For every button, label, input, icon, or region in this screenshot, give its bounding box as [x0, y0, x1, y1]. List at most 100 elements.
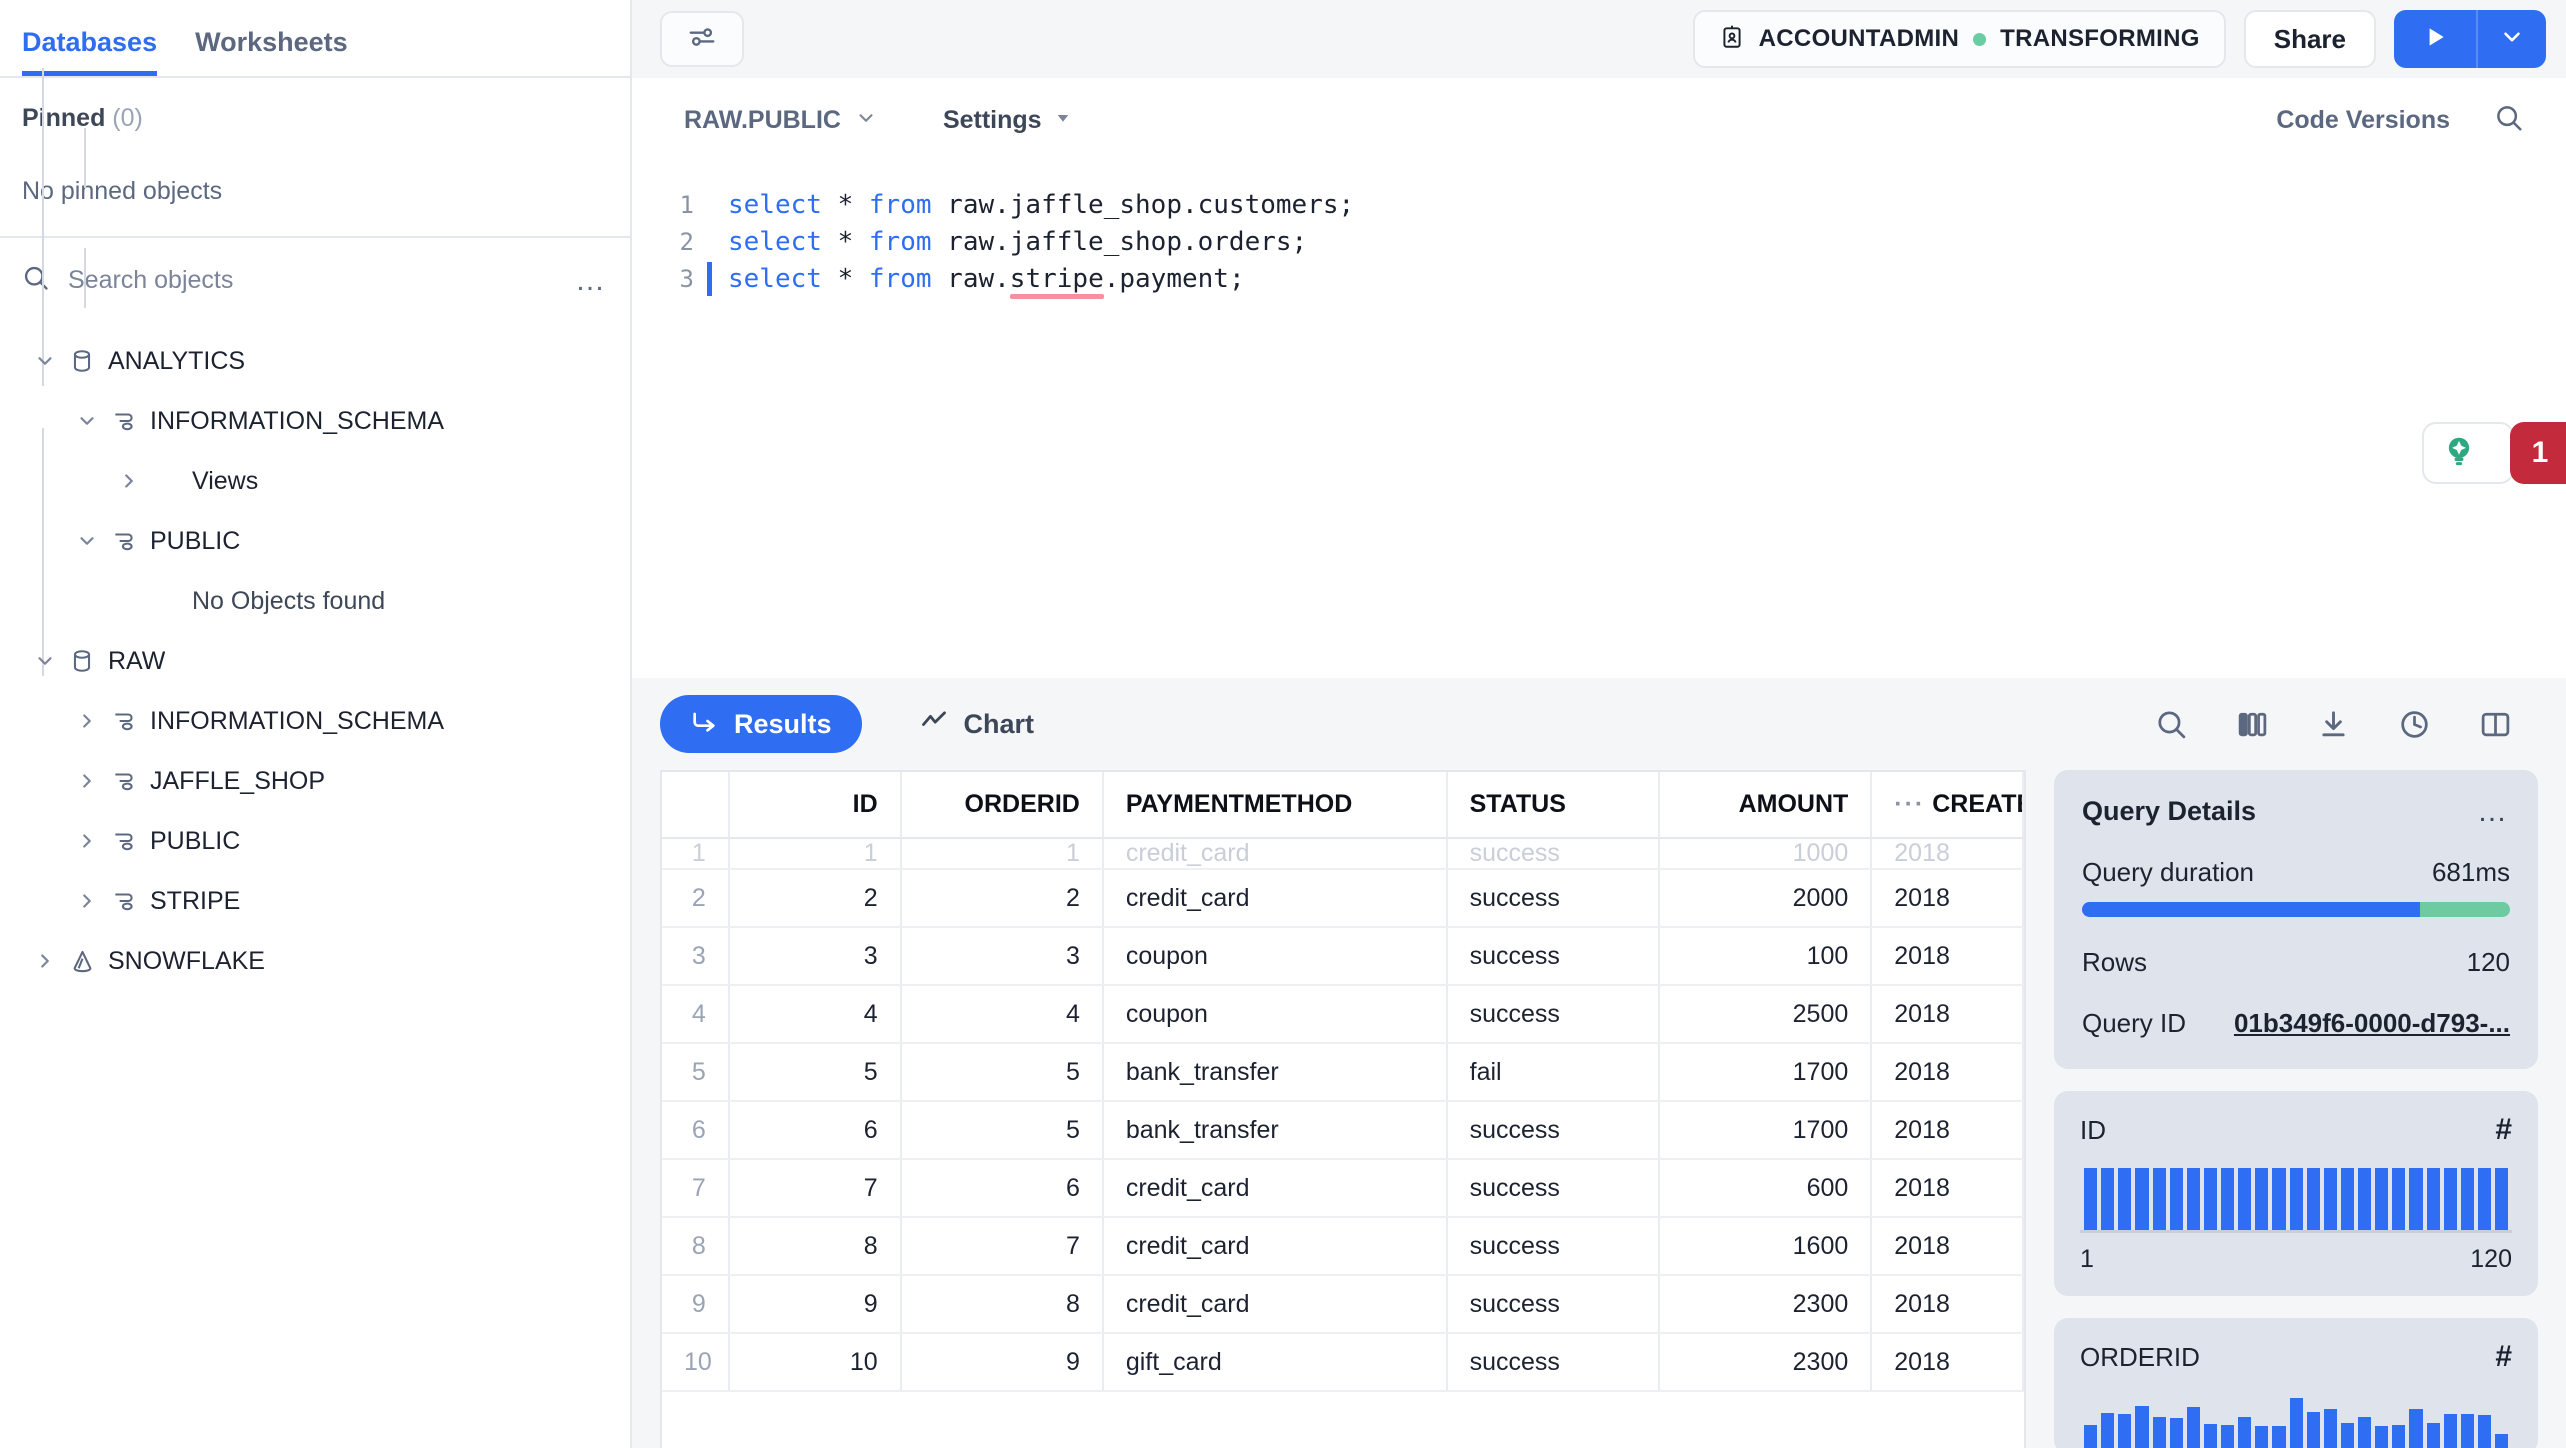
code-line-active[interactable]: 3 select * from raw.stripe.payment;: [632, 260, 2566, 299]
tree-item-stripe[interactable]: STRIPE: [4, 871, 630, 931]
tree-item-label: INFORMATION_SCHEMA: [150, 706, 444, 735]
settings-dropdown[interactable]: Settings: [943, 106, 1072, 135]
col-rownum: [662, 772, 730, 839]
table-row[interactable]: 4 4 4 coupon success 2500 2018: [662, 985, 2024, 1044]
rows-value: 120: [2466, 947, 2510, 977]
table-row[interactable]: 5 5 5 bank_transfer fail 1700 2018: [662, 1043, 2024, 1102]
code-text: select * from raw.stripe.payment;: [728, 263, 1245, 299]
tab-results-label: Results: [734, 708, 832, 739]
cell-created: 2018: [1871, 838, 2024, 870]
table-row[interactable]: 10 10 9 gift_card success 2300 2018: [662, 1333, 2024, 1392]
histogram-bar: [2135, 1405, 2149, 1448]
column-histogram-orderid[interactable]: ORDERID #: [2054, 1318, 2538, 1448]
warehouse-status-dot: [1973, 32, 1987, 46]
worksheet-filter-button[interactable]: [660, 11, 744, 67]
table-row[interactable]: 2 2 2 credit_card success 2000 2018: [662, 869, 2024, 928]
tree-item-views[interactable]: Views: [4, 451, 630, 511]
history-icon[interactable]: [2398, 708, 2431, 741]
tree-item-snowflake[interactable]: SNOWFLAKE: [4, 931, 630, 991]
histogram-bar: [2409, 1168, 2423, 1230]
histogram-bar: [2084, 1425, 2098, 1448]
share-button[interactable]: Share: [2243, 10, 2376, 68]
tree-item-jaffle-shop[interactable]: JAFFLE_SHOP: [4, 751, 630, 811]
table-row[interactable]: 1 1 1 credit_card success 1000 2018: [662, 838, 2024, 870]
search-icon[interactable]: [2155, 708, 2188, 741]
search-icon: [22, 264, 50, 297]
cell-amount: 1700: [1658, 1101, 1873, 1160]
col-amount[interactable]: AMOUNT: [1658, 772, 1873, 839]
tab-chart[interactable]: Chart: [890, 695, 1065, 753]
sql-text: *: [821, 226, 869, 257]
tab-results[interactable]: Results: [660, 695, 862, 753]
table-row[interactable]: 8 8 7 credit_card success 1600 2018: [662, 1217, 2024, 1276]
tab-worksheets[interactable]: Worksheets: [195, 27, 348, 57]
query-details-more-icon[interactable]: …: [2477, 794, 2510, 828]
cell-rownum: 5: [662, 1043, 730, 1102]
database-context-label: RAW.PUBLIC: [684, 105, 841, 134]
tree-item-analytics[interactable]: ANALYTICS: [4, 331, 630, 391]
table-row[interactable]: 6 6 5 bank_transfer success 1700 2018: [662, 1101, 2024, 1160]
tree-item-raw[interactable]: RAW: [4, 631, 630, 691]
sql-keyword: from: [868, 226, 932, 257]
tree-item-label: PUBLIC: [150, 526, 241, 555]
sql-keyword: select: [728, 189, 822, 220]
col-paymentmethod[interactable]: PAYMENTMETHOD: [1102, 772, 1448, 839]
col-created[interactable]: ··· CREATED: [1871, 772, 2024, 839]
column-histogram-id[interactable]: ID # 1 120: [2054, 1091, 2538, 1296]
code-text: select * from raw.jaffle_shop.orders;: [728, 227, 1307, 257]
col-orderid[interactable]: ORDERID: [900, 772, 1104, 839]
role-warehouse-selector[interactable]: ACCOUNTADMIN TRANSFORMING: [1692, 10, 2226, 68]
col-more-icon[interactable]: ···: [1894, 790, 1926, 818]
download-icon[interactable]: [2317, 708, 2350, 741]
histogram-title: ORDERID: [2080, 1341, 2200, 1372]
split-panel-icon[interactable]: [2479, 708, 2512, 741]
database-context-selector[interactable]: RAW.PUBLIC: [684, 106, 877, 135]
tree-item-analytics-information-schema[interactable]: INFORMATION_SCHEMA: [4, 391, 630, 451]
schema-icon: [104, 768, 144, 794]
settings-label: Settings: [942, 105, 1042, 134]
copilot-suggestion-button[interactable]: [2422, 422, 2514, 484]
editor-search-icon[interactable]: [2494, 103, 2524, 138]
run-button[interactable]: [2394, 10, 2476, 68]
cell-paymentmethod: bank_transfer: [1102, 1043, 1448, 1102]
histogram-bar: [2426, 1168, 2440, 1230]
table-row[interactable]: 7 7 6 credit_card success 600 2018: [662, 1159, 2024, 1218]
cell-id: 7: [728, 1159, 902, 1218]
code-line[interactable]: 2 select * from raw.jaffle_shop.orders;: [632, 223, 2566, 260]
cell-paymentmethod: credit_card: [1102, 838, 1448, 870]
tab-databases[interactable]: Databases: [22, 27, 158, 76]
cell-rownum: 7: [662, 1159, 730, 1218]
code-area[interactable]: 1 select * from raw.jaffle_shop.customer…: [632, 162, 2566, 678]
tree-item-raw-information-schema[interactable]: INFORMATION_SCHEMA: [4, 691, 630, 751]
cell-id: 3: [728, 927, 902, 986]
columns-icon[interactable]: [2236, 708, 2269, 741]
table-row[interactable]: 9 9 8 credit_card success 2300 2018: [662, 1275, 2024, 1334]
search-objects-row[interactable]: Search objects …: [0, 238, 630, 321]
cell-created: 2018: [1871, 927, 2024, 986]
chevron-down-icon: [70, 530, 104, 552]
line-number: 1: [679, 190, 694, 219]
cell-amount: 2500: [1658, 985, 1873, 1044]
search-input[interactable]: Search objects: [68, 266, 234, 294]
code-versions-button[interactable]: Code Versions: [2276, 105, 2450, 134]
search-more-icon[interactable]: …: [575, 263, 608, 297]
pinned-section: Pinned (0) No pinned objects: [0, 78, 630, 238]
sql-text: *: [821, 263, 869, 294]
cell-orderid: 2: [900, 869, 1104, 928]
main-area: ACCOUNTADMIN TRANSFORMING Share: [632, 0, 2566, 1448]
error-count-badge[interactable]: 1: [2510, 422, 2566, 484]
col-id[interactable]: ID: [728, 772, 902, 839]
results-grid[interactable]: ID ORDERID PAYMENTMETHOD STATUS AMOUNT ·…: [660, 770, 2026, 1448]
run-options-button[interactable]: [2478, 10, 2546, 68]
chevron-right-icon: [112, 470, 146, 492]
col-status[interactable]: STATUS: [1446, 772, 1660, 839]
tree-item-analytics-public[interactable]: PUBLIC: [4, 511, 630, 571]
tree-item-raw-public[interactable]: PUBLIC: [4, 811, 630, 871]
sql-text: raw.jaffle_shop.customers;: [931, 189, 1355, 220]
query-id-link[interactable]: 01b349f6-0000-d793-...: [2233, 1008, 2510, 1038]
sliders-icon: [687, 22, 717, 57]
histogram-bar: [2443, 1168, 2457, 1230]
code-line[interactable]: 1 select * from raw.jaffle_shop.customer…: [632, 186, 2566, 223]
sql-text: raw.jaffle_shop.orders;: [931, 226, 1308, 257]
table-row[interactable]: 3 3 3 coupon success 100 2018: [662, 927, 2024, 986]
